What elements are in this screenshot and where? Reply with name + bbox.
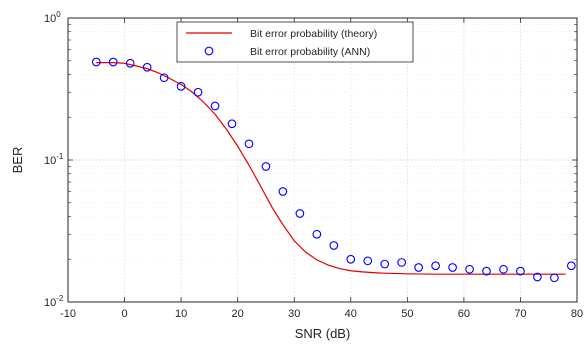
- y-axis-label: BER: [10, 147, 25, 174]
- ann-point: [125, 58, 135, 68]
- ann-point: [380, 259, 390, 269]
- ann-point: [566, 261, 576, 271]
- ann-point: [346, 254, 356, 264]
- ann-point: [312, 229, 322, 239]
- x-tick-label: 80: [571, 308, 583, 320]
- x-tick-label: 10: [175, 308, 187, 320]
- x-axis-label: SNR (dB): [295, 326, 351, 341]
- legend-ann-swatch: [204, 46, 214, 56]
- ann-point: [227, 119, 237, 129]
- ann-point: [159, 73, 169, 83]
- x-tick-label: 30: [288, 308, 300, 320]
- y-tick-base: 10: [44, 13, 56, 25]
- x-tick-label: -10: [60, 308, 76, 320]
- ann-point: [499, 264, 508, 274]
- x-tick-label: 60: [458, 308, 470, 320]
- theory-curve: [96, 62, 566, 275]
- x-tick-label: 0: [121, 308, 127, 320]
- ann-point: [448, 263, 457, 272]
- ann-point: [363, 256, 373, 266]
- ann-point: [431, 261, 440, 271]
- y-tick-base: 10: [44, 155, 56, 167]
- ann-point: [142, 62, 152, 72]
- x-tick-label: 70: [514, 308, 526, 320]
- ann-point: [193, 87, 203, 97]
- y-tick-label: 100: [44, 10, 61, 25]
- ann-point: [397, 258, 407, 267]
- ann-point: [210, 101, 220, 111]
- x-tick-label: 40: [345, 308, 357, 320]
- ann-point: [176, 82, 186, 91]
- y-tick-label: 10-2: [44, 294, 64, 309]
- ann-point: [329, 241, 339, 250]
- y-tick-exponent: -2: [56, 294, 64, 303]
- legend: Bit error probability (theory) Bit error…: [176, 21, 414, 63]
- ann-point: [550, 273, 559, 283]
- ann-point: [516, 266, 525, 276]
- y-tick-exponent: 0: [56, 10, 61, 19]
- y-tick-label: 10-1: [44, 152, 64, 167]
- ann-point: [465, 264, 474, 274]
- ann-point: [244, 139, 254, 149]
- grid: [68, 18, 577, 302]
- legend-ann-label: Bit error probability (ANN): [250, 46, 370, 58]
- ann-point: [91, 57, 101, 67]
- x-tick-label: 20: [232, 308, 244, 320]
- legend-theory-label: Bit error probability (theory): [250, 28, 377, 40]
- ann-point: [295, 209, 305, 218]
- ann-point: [108, 57, 118, 67]
- ann-point: [261, 162, 271, 171]
- ann-point: [533, 272, 542, 282]
- series-layer: [91, 57, 576, 283]
- ann-point: [278, 187, 288, 196]
- legend-box: [176, 21, 414, 63]
- ann-point: [482, 266, 491, 276]
- y-tick-base: 10: [44, 297, 56, 309]
- x-tick-label: 50: [401, 308, 413, 320]
- ann-point: [414, 263, 423, 272]
- y-tick-exponent: -1: [56, 152, 64, 161]
